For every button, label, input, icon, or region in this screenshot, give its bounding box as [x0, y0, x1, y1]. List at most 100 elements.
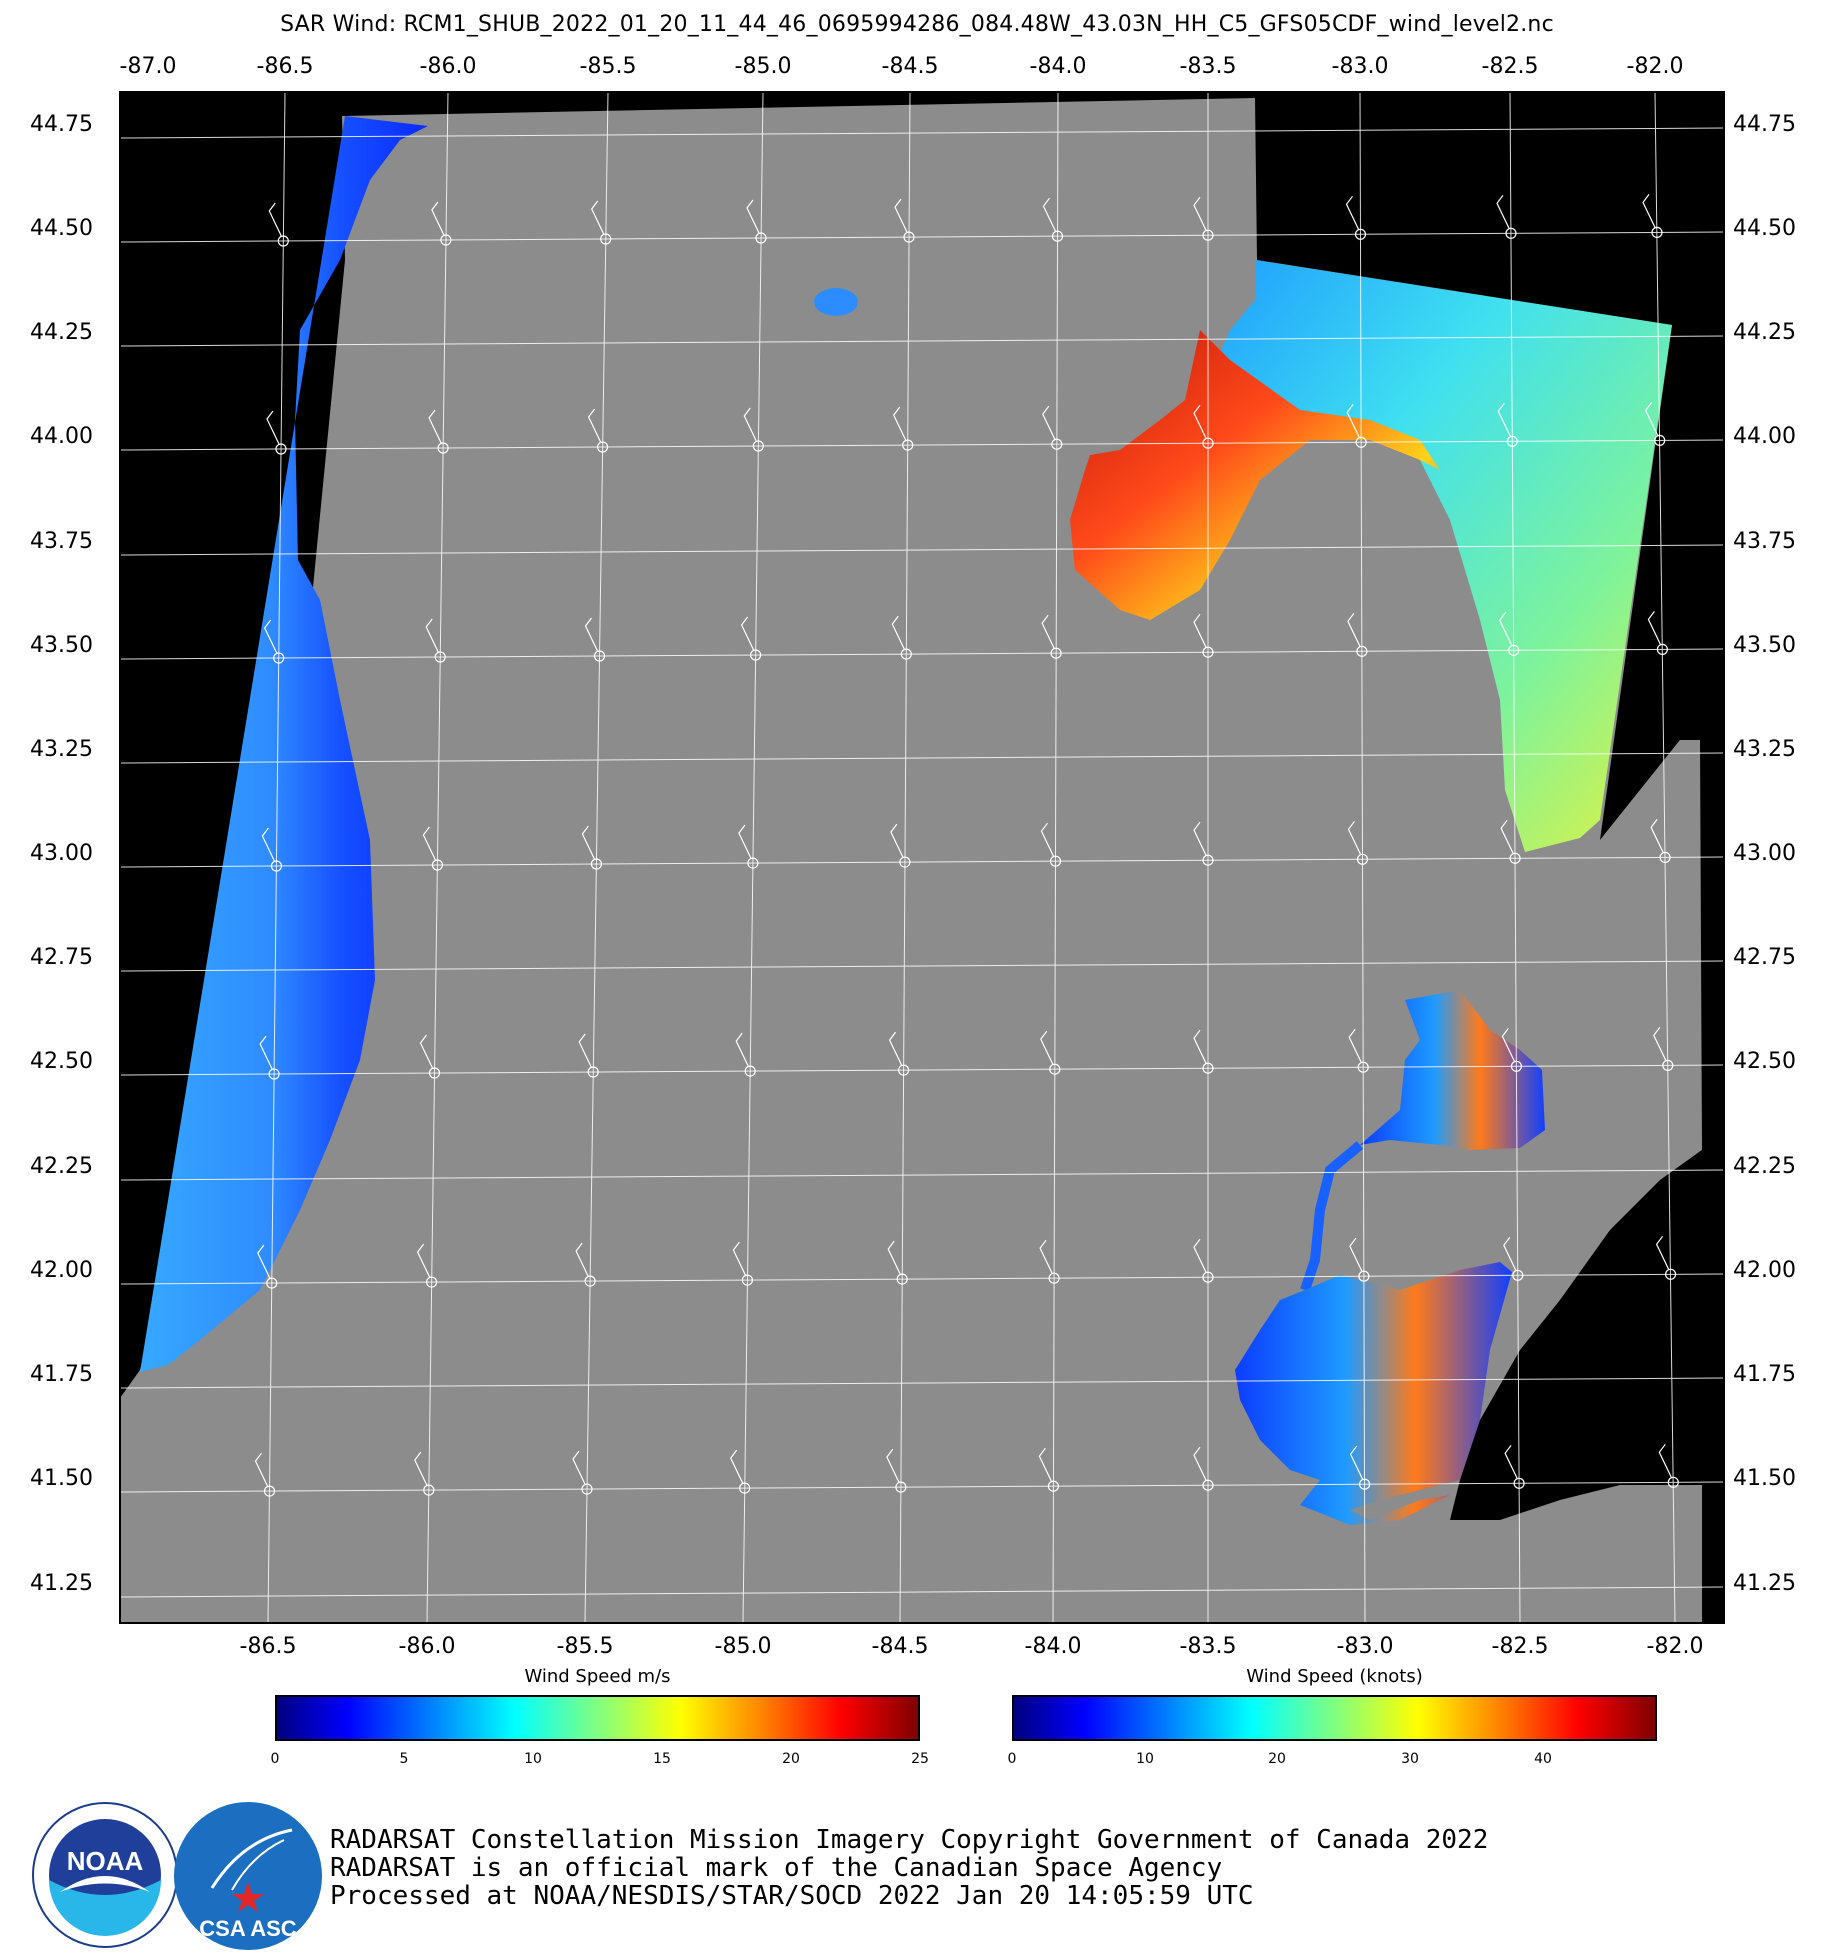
grid-marker — [752, 440, 764, 452]
grid-marker — [1651, 226, 1663, 238]
right-lat-label: 44.25 — [1733, 320, 1796, 345]
map-border — [119, 91, 1725, 1624]
right-lat-label: 43.50 — [1733, 633, 1796, 658]
parallel-line — [119, 960, 1725, 972]
wind-barb — [1193, 613, 1207, 648]
grid-marker — [741, 1274, 754, 1286]
bottom-lon-label: -84.0 — [1024, 1634, 1082, 1659]
meridian-line — [426, 91, 449, 1624]
wind-barb — [888, 1031, 903, 1066]
lake-huron — [1200, 260, 1672, 852]
bottom-lon-label: -85.5 — [556, 1634, 614, 1659]
grid-marker — [600, 233, 612, 245]
wind-barb — [1038, 1447, 1052, 1482]
meridian-line — [584, 91, 609, 1624]
bottom-lon-label: -82.5 — [1491, 1634, 1549, 1659]
bottom-lon-label: -86.0 — [398, 1634, 456, 1659]
left-lat-label: 44.75 — [30, 112, 93, 137]
saginaw-bay — [1070, 330, 1440, 620]
wind-barb — [887, 1240, 901, 1275]
grid-marker — [593, 650, 606, 662]
parallel-line — [119, 648, 1725, 660]
grid-marker — [896, 1273, 908, 1285]
top-lon-label: -84.5 — [881, 54, 939, 79]
parallel-line — [119, 1586, 1725, 1598]
colorbar-ms-tick: 20 — [782, 1751, 800, 1767]
parallel-line — [119, 1169, 1725, 1181]
grid-marker — [1659, 851, 1671, 864]
top-lon-label: -82.5 — [1481, 54, 1539, 79]
wind-barb — [1193, 1446, 1207, 1481]
grid-marker — [596, 441, 609, 453]
wind-barb — [1193, 404, 1207, 439]
bottom-lon-label: -82.0 — [1646, 1634, 1704, 1659]
wind-barb — [1653, 1027, 1667, 1061]
houghton-lake — [814, 288, 858, 316]
grid-marker — [1355, 436, 1367, 448]
grid-marker — [747, 857, 759, 869]
grid-marker — [1508, 644, 1520, 656]
parallel-line — [119, 439, 1725, 451]
csa-logo: CSA ASC — [174, 1802, 322, 1950]
grid-marker — [899, 856, 911, 868]
wind-barb — [1647, 611, 1661, 645]
left-lat-label: 42.25 — [30, 1154, 93, 1179]
wind-barb — [738, 824, 752, 859]
grid-marker — [268, 1068, 280, 1080]
grid-marker — [1654, 434, 1666, 446]
grid-marker — [1202, 1479, 1214, 1491]
wind-barb — [1658, 1443, 1672, 1478]
top-lon-label: -82.0 — [1626, 54, 1684, 79]
wind-barb — [1345, 195, 1360, 230]
wind-barb — [1655, 1235, 1670, 1270]
grid-marker — [1509, 852, 1521, 864]
parallel-line — [119, 127, 1725, 139]
left-lat-label: 44.50 — [30, 216, 93, 241]
parallel-line — [119, 1377, 1725, 1389]
grid-marker — [434, 651, 446, 663]
grid-marker — [1202, 646, 1214, 658]
grid-marker — [428, 1067, 441, 1079]
csa-logo-text: CSA ASC — [199, 1916, 296, 1941]
right-lat-label: 44.00 — [1733, 424, 1796, 449]
lake-erie-west — [1235, 1262, 1512, 1525]
wind-barb — [1500, 819, 1514, 854]
wind-barb — [1349, 1445, 1364, 1480]
grid-marker — [1049, 1063, 1061, 1075]
grid-marker — [1202, 854, 1214, 866]
grid-marker — [275, 443, 287, 455]
right-lat-label: 44.75 — [1733, 112, 1796, 137]
wind-barb — [1642, 194, 1656, 228]
wind-barb — [414, 1451, 428, 1486]
grid-marker — [739, 1482, 751, 1494]
colorbar-ms-title: Wind Speed m/s — [524, 1666, 671, 1687]
footer-line-3: Processed at NOAA/NESDIS/STAR/SOCD 2022 … — [330, 1881, 1254, 1911]
parallel-line — [119, 231, 1725, 243]
wind-barb — [268, 202, 282, 237]
left-lat-label: 41.75 — [30, 1362, 93, 1387]
meridian-line — [1359, 91, 1366, 1624]
wind-barb — [1650, 819, 1664, 853]
grid-marker — [1664, 1268, 1677, 1280]
parallel-line — [119, 335, 1725, 347]
grid-marker — [273, 652, 285, 664]
wind-barb — [419, 1034, 434, 1069]
top-lon-label: -87.0 — [119, 54, 177, 79]
grid-marker — [1202, 1062, 1214, 1074]
wind-barb — [422, 826, 436, 861]
grid-marker — [1505, 227, 1517, 239]
grid-marker — [270, 860, 282, 872]
colorbar-knots-tick: 30 — [1401, 1751, 1419, 1767]
grid-marker — [437, 442, 449, 454]
colorbar-ms-tick: 15 — [653, 1751, 671, 1767]
wind-barb — [891, 615, 905, 650]
land-swath — [120, 98, 1702, 1623]
colorbar-knots — [1012, 1695, 1657, 1741]
wind-barb — [264, 619, 278, 654]
wind-barb — [257, 1244, 271, 1279]
wind-barb — [1504, 1444, 1518, 1479]
lake-michigan — [140, 116, 428, 1372]
colorbar-knots-tick: 40 — [1534, 1751, 1552, 1767]
wind-barb — [1348, 1028, 1362, 1063]
